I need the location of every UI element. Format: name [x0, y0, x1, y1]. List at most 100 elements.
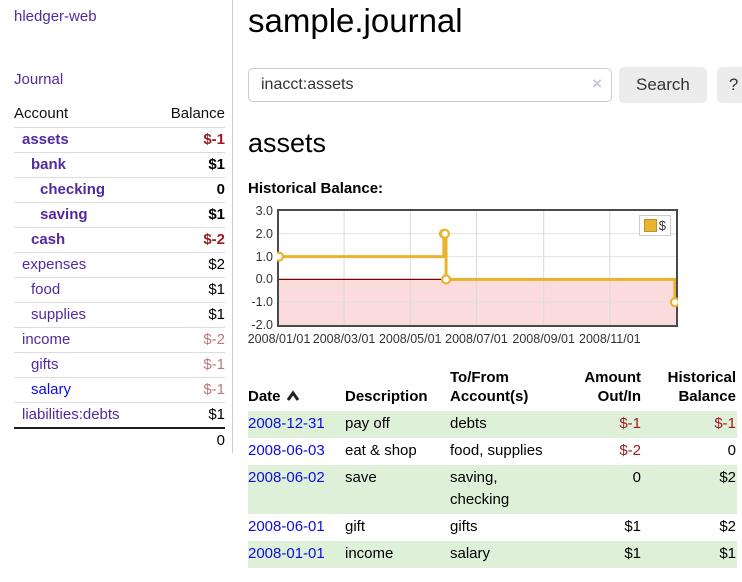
account-balance: $1	[208, 206, 225, 223]
chart-y-axis: 3.0 2.0 1.0 0.0 -1.0 -2.0	[248, 204, 277, 332]
date-link[interactable]: 2008-01-01	[248, 544, 325, 562]
balance-cell: $2	[719, 468, 736, 486]
account-row: food $1	[14, 277, 225, 303]
account-row: liabilities:debts $1	[14, 402, 225, 429]
main-content: sample.journal × Search ? assets Histori…	[233, 0, 742, 582]
register-row: 2008-06-01 gift gifts $1 $2	[248, 514, 737, 541]
description-cell: pay off	[345, 414, 390, 432]
account-link[interactable]: gifts	[31, 356, 59, 373]
account-balance: $1	[208, 156, 225, 173]
y-tick-label: 1.0	[255, 249, 273, 264]
amount-cell: 0	[632, 468, 641, 486]
account-link[interactable]: expenses	[22, 256, 87, 273]
register-table: Date Description To/From Account(s) Amou…	[248, 366, 737, 568]
help-button[interactable]: ?	[716, 66, 742, 103]
account-tree-body: assets $-1 bank $1 checking 0 saving $1 cash $-2 e…	[14, 127, 225, 453]
y-tick-label: 0.0	[255, 272, 273, 287]
balance-chart: 3.0 2.0 1.0 0.0 -1.0 -2.0 $ 2008/01/01 2008/03…	[248, 204, 681, 348]
account-heading: assets	[248, 127, 327, 158]
account-row: bank $1	[14, 152, 225, 178]
date-link[interactable]: 2008-06-01	[248, 517, 325, 535]
chart-x-axis: 2008/01/01 2008/03/01 2008/05/01 2008/07/01…	[248, 331, 678, 348]
account-link[interactable]: cash	[31, 231, 66, 248]
account-row: expenses $2	[14, 252, 225, 278]
amount-cell: $1	[624, 544, 641, 562]
account-row: income $-2	[14, 327, 225, 353]
account-cell: saving, checking	[450, 468, 510, 508]
app-brand-link[interactable]: hledger-web	[14, 8, 97, 25]
sidebar: hledger-web Journal Account Balance asse…	[0, 0, 233, 453]
register-row: 2008-12-31 pay off debts $-1 $-1	[248, 410, 737, 438]
balance-cell: $1	[719, 544, 736, 562]
account-row: gifts $-1	[14, 352, 225, 378]
chart-plot: $	[273, 208, 681, 327]
account-link[interactable]: income	[22, 331, 71, 348]
account-balance: $2	[208, 256, 225, 273]
account-balance: $-2	[203, 331, 225, 348]
balance-column-header-main: Historical Balance	[667, 368, 736, 405]
accounts-total-row: 0	[14, 427, 225, 453]
account-link[interactable]: liabilities:debts	[22, 406, 120, 423]
balance-cell: $2	[719, 517, 736, 535]
account-row: assets $-1	[14, 127, 225, 153]
search-button[interactable]: Search	[619, 66, 707, 103]
account-row: cash $-2	[14, 227, 225, 253]
account-balance: $1	[208, 281, 225, 298]
description-cell: save	[345, 468, 377, 486]
register-row: 2008-06-02 save saving, checking 0 $2	[248, 464, 737, 514]
y-tick-label: 2.0	[255, 226, 273, 241]
y-tick-label: -2.0	[251, 317, 273, 332]
account-link[interactable]: assets	[22, 131, 69, 148]
accounts-total-value: 0	[153, 427, 225, 453]
account-cell: debts	[450, 414, 487, 432]
journal-nav-link[interactable]: Journal	[14, 71, 64, 88]
description-cell: gift	[345, 517, 366, 535]
account-balance: $-2	[203, 231, 225, 248]
account-cell: salary	[450, 544, 491, 562]
date-column-header[interactable]: Date	[248, 366, 345, 411]
account-link[interactable]: supplies	[31, 306, 87, 323]
balance-cell: $-1	[714, 414, 736, 432]
chart-title: Historical Balance:	[248, 179, 384, 197]
account-balance-table: Account Balance assets $-1 bank $1 checking 0…	[14, 103, 225, 453]
register-row: 2008-06-03 eat & shop food, supplies $-2 0	[248, 438, 737, 465]
search-box: ×	[248, 67, 612, 102]
register-body: 2008-12-31 pay off debts $-1 $-1 2008-06-03 ea…	[248, 410, 737, 568]
account-row: saving $1	[14, 202, 225, 228]
amount-cell: $-2	[619, 441, 641, 459]
account-link[interactable]: saving	[40, 206, 88, 223]
legend-swatch-icon	[643, 218, 657, 232]
description-cell: eat & shop	[345, 441, 417, 459]
account-balance: $1	[208, 406, 225, 423]
amount-column-header: Amount Out/In	[584, 368, 641, 405]
account-balance: $-1	[203, 131, 225, 148]
chart-canvas	[273, 208, 681, 327]
account-link[interactable]: checking	[40, 181, 106, 198]
account-cell: gifts	[450, 517, 478, 535]
search-input[interactable]	[248, 67, 612, 102]
account-row: supplies $1	[14, 302, 225, 328]
date-link[interactable]: 2008-12-31	[248, 414, 325, 432]
account-link[interactable]: bank	[31, 156, 67, 173]
y-tick-label: -1.0	[251, 295, 273, 310]
balance-column-header: Balance	[170, 105, 225, 122]
x-tick-label: 2008/03/01	[312, 331, 376, 346]
x-tick-label: 2008/05/01	[378, 331, 442, 346]
amount-cell: $1	[624, 517, 641, 535]
account-balance: 0	[216, 181, 225, 198]
account-column-header-main: To/From Account(s)	[450, 368, 529, 405]
x-tick-label: 2008/01/01	[247, 331, 311, 346]
date-link[interactable]: 2008-06-02	[248, 468, 325, 486]
sort-ascending-icon	[286, 390, 299, 401]
clear-search-icon[interactable]: ×	[592, 73, 602, 93]
description-cell: income	[345, 544, 394, 562]
account-link[interactable]: food	[31, 281, 61, 298]
date-link[interactable]: 2008-06-03	[248, 441, 325, 459]
x-tick-label: 2008/11/01	[578, 331, 641, 346]
account-link[interactable]: salary	[31, 381, 72, 398]
register-row: 2008-01-01 income salary $1 $1	[248, 540, 737, 568]
amount-cell: $-1	[619, 414, 641, 432]
y-tick-label: 3.0	[255, 203, 273, 218]
account-row: salary $-1	[14, 377, 225, 403]
